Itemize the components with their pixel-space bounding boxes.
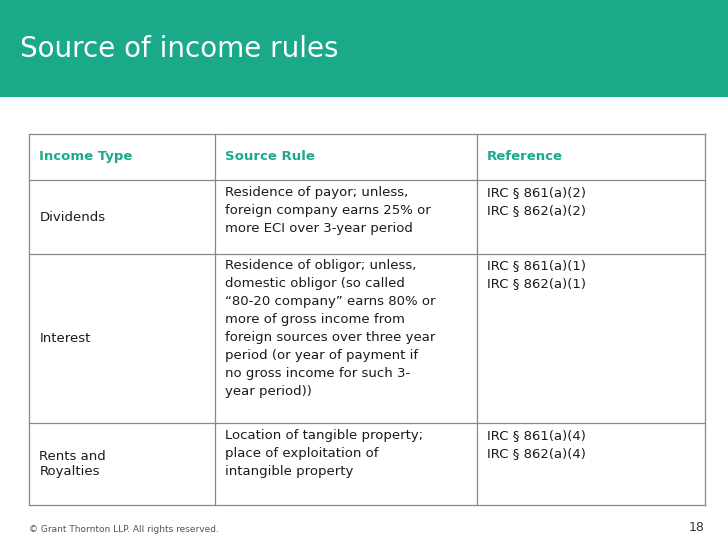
Text: Reference: Reference <box>487 151 563 163</box>
Bar <box>0 0 728 97</box>
Text: Interest: Interest <box>39 332 91 345</box>
Text: Source of income rules: Source of income rules <box>20 34 339 63</box>
Text: Dividends: Dividends <box>39 211 106 223</box>
Text: Residence of payor; unless,
foreign company earns 25% or
more ECI over 3-year pe: Residence of payor; unless, foreign comp… <box>225 186 431 235</box>
Text: Location of tangible property;
place of exploitation of
intangible property: Location of tangible property; place of … <box>225 429 423 478</box>
Text: IRC § 861(a)(1)
IRC § 862(a)(1): IRC § 861(a)(1) IRC § 862(a)(1) <box>487 259 586 290</box>
Text: Income Type: Income Type <box>39 151 132 163</box>
Text: Source Rule: Source Rule <box>225 151 314 163</box>
Text: Rents and
Royalties: Rents and Royalties <box>39 450 106 478</box>
Text: IRC § 861(a)(2)
IRC § 862(a)(2): IRC § 861(a)(2) IRC § 862(a)(2) <box>487 186 586 217</box>
Text: 18: 18 <box>689 521 705 534</box>
Text: Residence of obligor; unless,
domestic obligor (so called
“80-20 company” earns : Residence of obligor; unless, domestic o… <box>225 259 435 399</box>
Text: © Grant Thornton LLP. All rights reserved.: © Grant Thornton LLP. All rights reserve… <box>29 525 219 534</box>
Text: IRC § 861(a)(4)
IRC § 862(a)(4): IRC § 861(a)(4) IRC § 862(a)(4) <box>487 429 586 460</box>
